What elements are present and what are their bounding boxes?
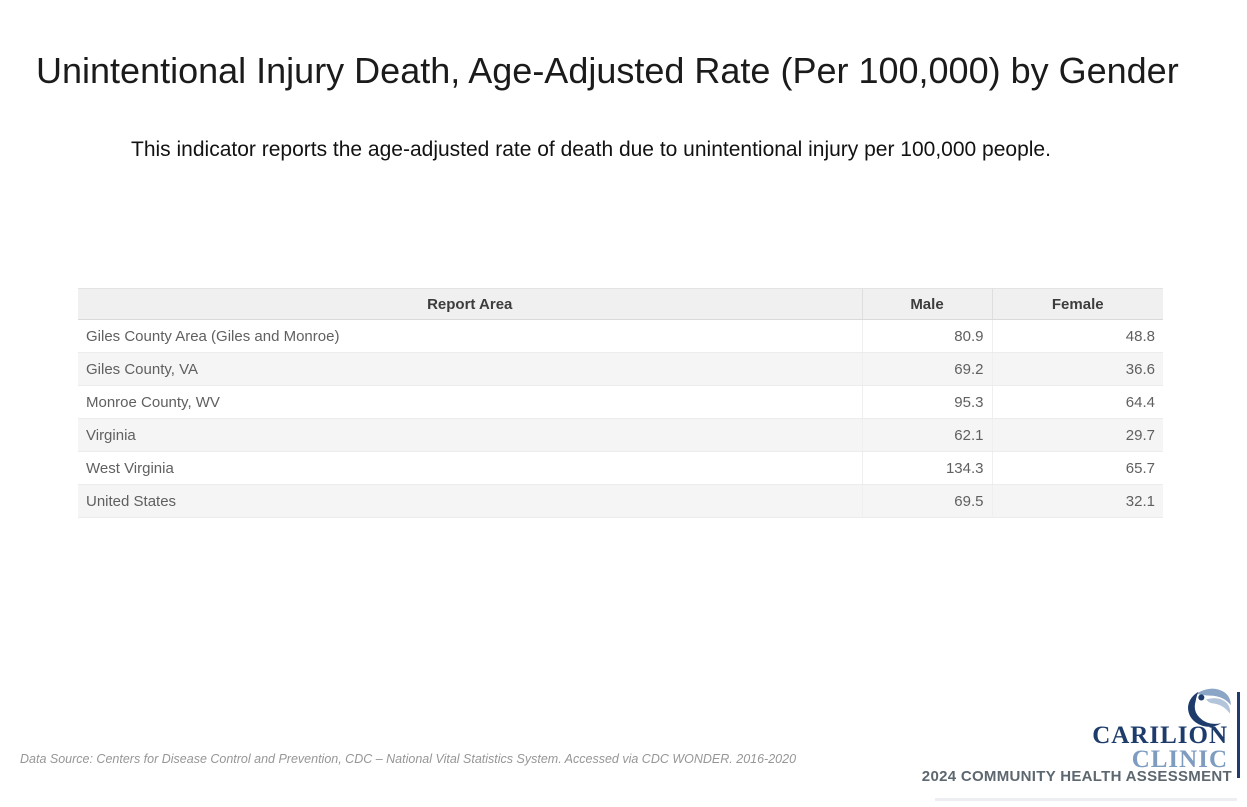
column-header-female: Female: [991, 288, 1163, 320]
female-value-cell: 64.4: [991, 385, 1163, 419]
female-value-cell: 29.7: [991, 418, 1163, 452]
male-value-cell: 80.9: [861, 319, 992, 353]
logo-clinic-text: CLINIC: [1131, 746, 1228, 773]
column-header-male: Male: [861, 288, 992, 320]
female-value-cell: 36.6: [991, 352, 1163, 386]
page-description: This indicator reports the age-adjusted …: [131, 138, 1051, 161]
report-area-cell: Monroe County, WV: [78, 385, 862, 419]
data-source-note: Data Source: Centers for Disease Control…: [20, 752, 797, 766]
table-row: West Virginia 134.3 65.7: [78, 451, 1163, 485]
report-area-cell: Giles County, VA: [78, 352, 862, 386]
report-area-cell: Giles County Area (Giles and Monroe): [78, 319, 862, 353]
table-row: Virginia 62.1 29.7: [78, 418, 1163, 452]
male-value-cell: 69.2: [861, 352, 992, 386]
bottom-divider-line: [935, 798, 1237, 801]
column-header-report-area: Report Area: [78, 288, 862, 320]
logo-carilion-text: CARILION: [1092, 722, 1228, 749]
table-header-row: Report Area Male Female: [78, 288, 1163, 320]
assessment-title: 2024 COMMUNITY HEALTH ASSESSMENT: [921, 768, 1232, 785]
report-area-cell: Virginia: [78, 418, 862, 452]
table-row: Giles County Area (Giles and Monroe) 80.9…: [78, 319, 1163, 353]
report-area-cell: United States: [78, 484, 862, 518]
carilion-swoosh-icon: [1188, 688, 1231, 727]
female-value-cell: 65.7: [991, 451, 1163, 485]
female-value-cell: 48.8: [991, 319, 1163, 353]
logo-divider-line: [1237, 692, 1240, 778]
report-area-cell: West Virginia: [78, 451, 862, 485]
female-value-cell: 32.1: [991, 484, 1163, 518]
male-value-cell: 134.3: [861, 451, 992, 485]
male-value-cell: 95.3: [861, 385, 992, 419]
page-title: Unintentional Injury Death, Age-Adjusted…: [36, 50, 1179, 91]
table-row: Giles County, VA 69.2 36.6: [78, 352, 1163, 386]
data-table: Report Area Male Female Giles County Are…: [78, 288, 1163, 518]
male-value-cell: 62.1: [861, 418, 992, 452]
table-row: United States 69.5 32.1: [78, 484, 1163, 518]
male-value-cell: 69.5: [861, 484, 992, 518]
table-row: Monroe County, WV 95.3 64.4: [78, 385, 1163, 419]
